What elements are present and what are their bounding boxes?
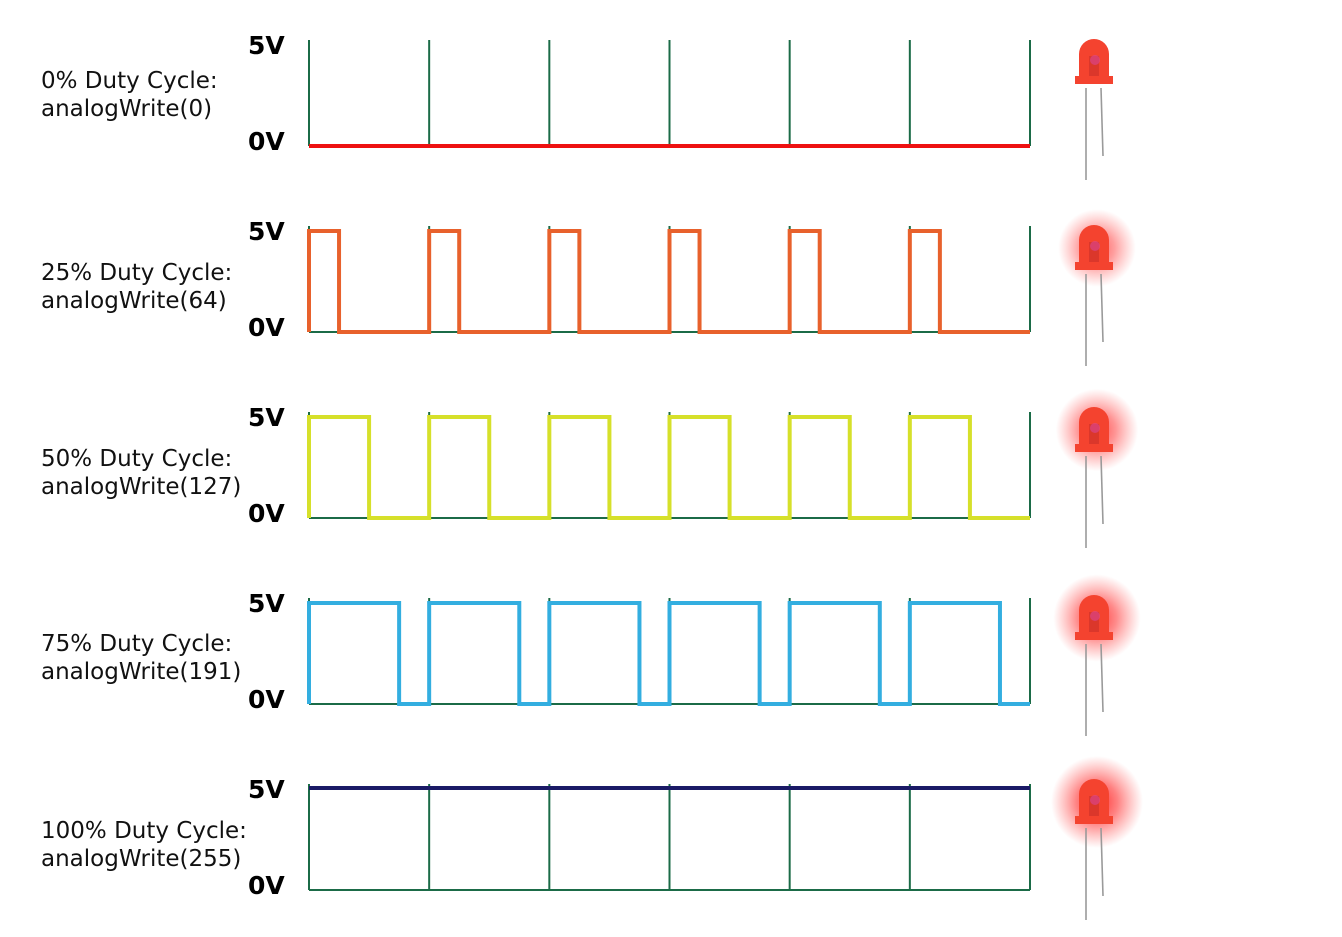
row-3-led-lead-right <box>1100 643 1104 713</box>
row-3-led-icon <box>1053 574 1141 736</box>
row-4-grid <box>308 784 1031 891</box>
row-0-led-lead-right <box>1100 87 1104 157</box>
row-1-0v-label: 0V <box>248 313 285 342</box>
row-0-0v-label: 0V <box>248 127 285 156</box>
row-4-led-highlight <box>1090 795 1100 805</box>
row-3-5v-label: 5V <box>248 589 285 618</box>
row-4-led-lead-right <box>1100 827 1104 897</box>
row-3: 75% Duty Cycle: analogWrite(191) 5V 0V <box>41 574 1141 736</box>
row-1-led-icon <box>1058 209 1136 366</box>
row-1-led-lead-right <box>1100 273 1104 343</box>
row-2-label-duty: 50% Duty Cycle: <box>41 446 232 472</box>
row-2: 50% Duty Cycle: analogWrite(127) 5V 0V <box>41 388 1139 548</box>
row-0-grid <box>308 40 1031 147</box>
row-3-label-duty: 75% Duty Cycle: <box>41 631 232 657</box>
row-4: 100% Duty Cycle: analogWrite(255) 5V 0V <box>41 756 1143 920</box>
row-0-led-anvil <box>1089 56 1099 76</box>
row-3-led-rim <box>1075 632 1113 640</box>
row-1-led-rim <box>1075 262 1113 270</box>
row-0-led-highlight <box>1090 55 1100 65</box>
row-4-label-call: analogWrite(255) <box>41 846 241 872</box>
row-2-led-anvil <box>1089 424 1099 444</box>
row-4-led-icon <box>1051 756 1143 920</box>
row-4-led-rim <box>1075 816 1113 824</box>
row-3-led-anvil <box>1089 612 1099 632</box>
row-1-waveform <box>307 229 1030 334</box>
row-2-led-icon <box>1055 388 1139 548</box>
row-1-led-highlight <box>1090 241 1100 251</box>
row-2-led-rim <box>1075 444 1113 452</box>
row-0-led-icon <box>1075 39 1113 180</box>
row-2-5v-label: 5V <box>248 403 285 432</box>
row-1: 25% Duty Cycle: analogWrite(64) 5V 0V <box>41 209 1136 366</box>
row-1-led-anvil <box>1089 242 1099 262</box>
row-1-label-duty: 25% Duty Cycle: <box>41 260 232 286</box>
row-2-led-highlight <box>1090 423 1100 433</box>
row-4-5v-label: 5V <box>248 775 285 804</box>
row-1-5v-label: 5V <box>248 217 285 246</box>
row-2-0v-label: 0V <box>248 499 285 528</box>
row-1-label-call: analogWrite(64) <box>41 288 227 314</box>
row-3-waveform <box>307 601 1030 706</box>
row-4-led-anvil <box>1089 796 1099 816</box>
row-3-0v-label: 0V <box>248 685 285 714</box>
row-3-label-call: analogWrite(191) <box>41 659 241 685</box>
row-2-label-call: analogWrite(127) <box>41 474 241 500</box>
row-2-waveform <box>307 415 1030 520</box>
row-0-label-duty: 0% Duty Cycle: <box>41 68 218 94</box>
row-3-led-highlight <box>1090 611 1100 621</box>
row-0: 0% Duty Cycle: analogWrite(0) 5V 0V <box>41 31 1113 180</box>
row-0-5v-label: 5V <box>248 31 285 60</box>
row-4-label-duty: 100% Duty Cycle: <box>41 818 247 844</box>
row-0-led-rim <box>1075 76 1113 84</box>
row-0-label-call: analogWrite(0) <box>41 96 212 122</box>
row-4-0v-label: 0V <box>248 871 285 900</box>
row-2-led-lead-right <box>1100 455 1104 525</box>
